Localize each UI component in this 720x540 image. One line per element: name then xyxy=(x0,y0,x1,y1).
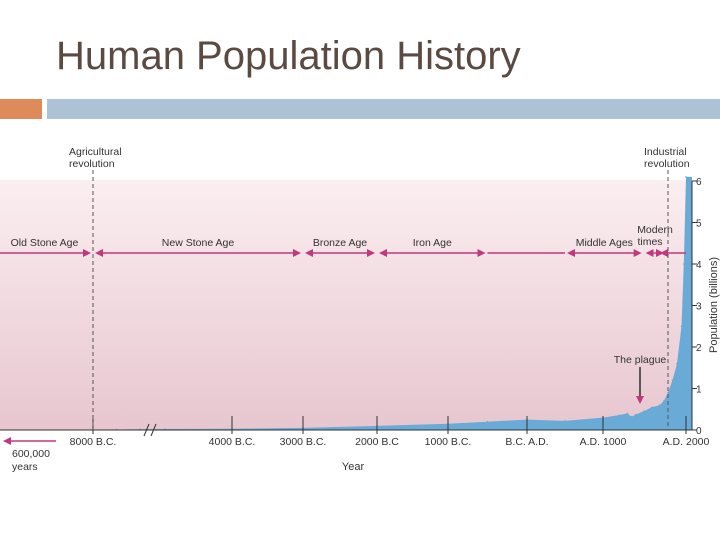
axis-break-mark xyxy=(143,423,150,437)
y-tick-label: 2 xyxy=(696,343,702,354)
annotation-label: Industrial xyxy=(644,146,687,158)
x-tick-label: 3000 B.C. xyxy=(280,436,327,448)
data-point xyxy=(663,400,665,402)
accent-bar-right xyxy=(47,99,720,119)
x-tick-label: 2000 B.C xyxy=(355,436,399,448)
era-label: Modern xyxy=(637,224,673,236)
left-arrow-label-line2: years xyxy=(12,461,38,473)
y-tick-label: 4 xyxy=(696,260,702,271)
annotation-label: The plague xyxy=(614,354,667,366)
era-label: Old Stone Age xyxy=(11,237,79,249)
y-tick-label: 6 xyxy=(696,177,702,188)
data-point xyxy=(680,325,683,328)
y-tick-label: 1 xyxy=(696,385,702,396)
data-point xyxy=(651,406,653,409)
data-point xyxy=(564,420,566,422)
data-point xyxy=(618,414,621,416)
page-title: Human Population History xyxy=(56,34,521,78)
data-point xyxy=(683,263,685,265)
y-tick-label: 5 xyxy=(696,219,702,230)
annotation-label: Agricultural xyxy=(69,146,122,158)
x-tick-label: A.D. 1000 xyxy=(580,436,627,448)
data-point xyxy=(667,391,669,394)
x-tick-label: B.C. A.D. xyxy=(505,436,548,448)
y-tick-label: 3 xyxy=(696,302,702,313)
data-point xyxy=(164,428,166,430)
axis-break-mark xyxy=(150,423,157,437)
x-tick-label: 1000 B.C. xyxy=(425,436,472,448)
x-tick-label: 4000 B.C. xyxy=(209,436,256,448)
data-point xyxy=(676,362,678,365)
plot-background xyxy=(0,180,692,430)
data-point xyxy=(642,410,645,413)
left-arrow-label-line1: 600,000 xyxy=(12,448,50,460)
era-label: New Stone Age xyxy=(162,237,235,249)
annotation-label: revolution xyxy=(69,158,115,170)
data-point xyxy=(486,420,489,423)
data-point xyxy=(659,404,661,406)
data-point xyxy=(630,415,633,418)
era-label: Bronze Age xyxy=(313,237,367,249)
data-point xyxy=(626,412,629,415)
era-label: Iron Age xyxy=(413,237,452,249)
y-tick-label: 0 xyxy=(696,426,702,437)
data-point xyxy=(685,176,687,178)
era-label: times xyxy=(637,236,662,248)
y-axis-label: Population (billions) xyxy=(708,257,720,353)
x-tick-label: A.D. 2000 xyxy=(663,436,710,448)
x-tick-label: 8000 B.C. xyxy=(70,436,117,448)
annotation-label: revolution xyxy=(644,158,690,170)
data-point xyxy=(634,413,637,416)
accent-bar-left xyxy=(0,99,42,119)
x-axis-label: Year xyxy=(342,461,365,473)
era-label: Middle Ages xyxy=(576,237,633,249)
data-point xyxy=(671,379,674,382)
